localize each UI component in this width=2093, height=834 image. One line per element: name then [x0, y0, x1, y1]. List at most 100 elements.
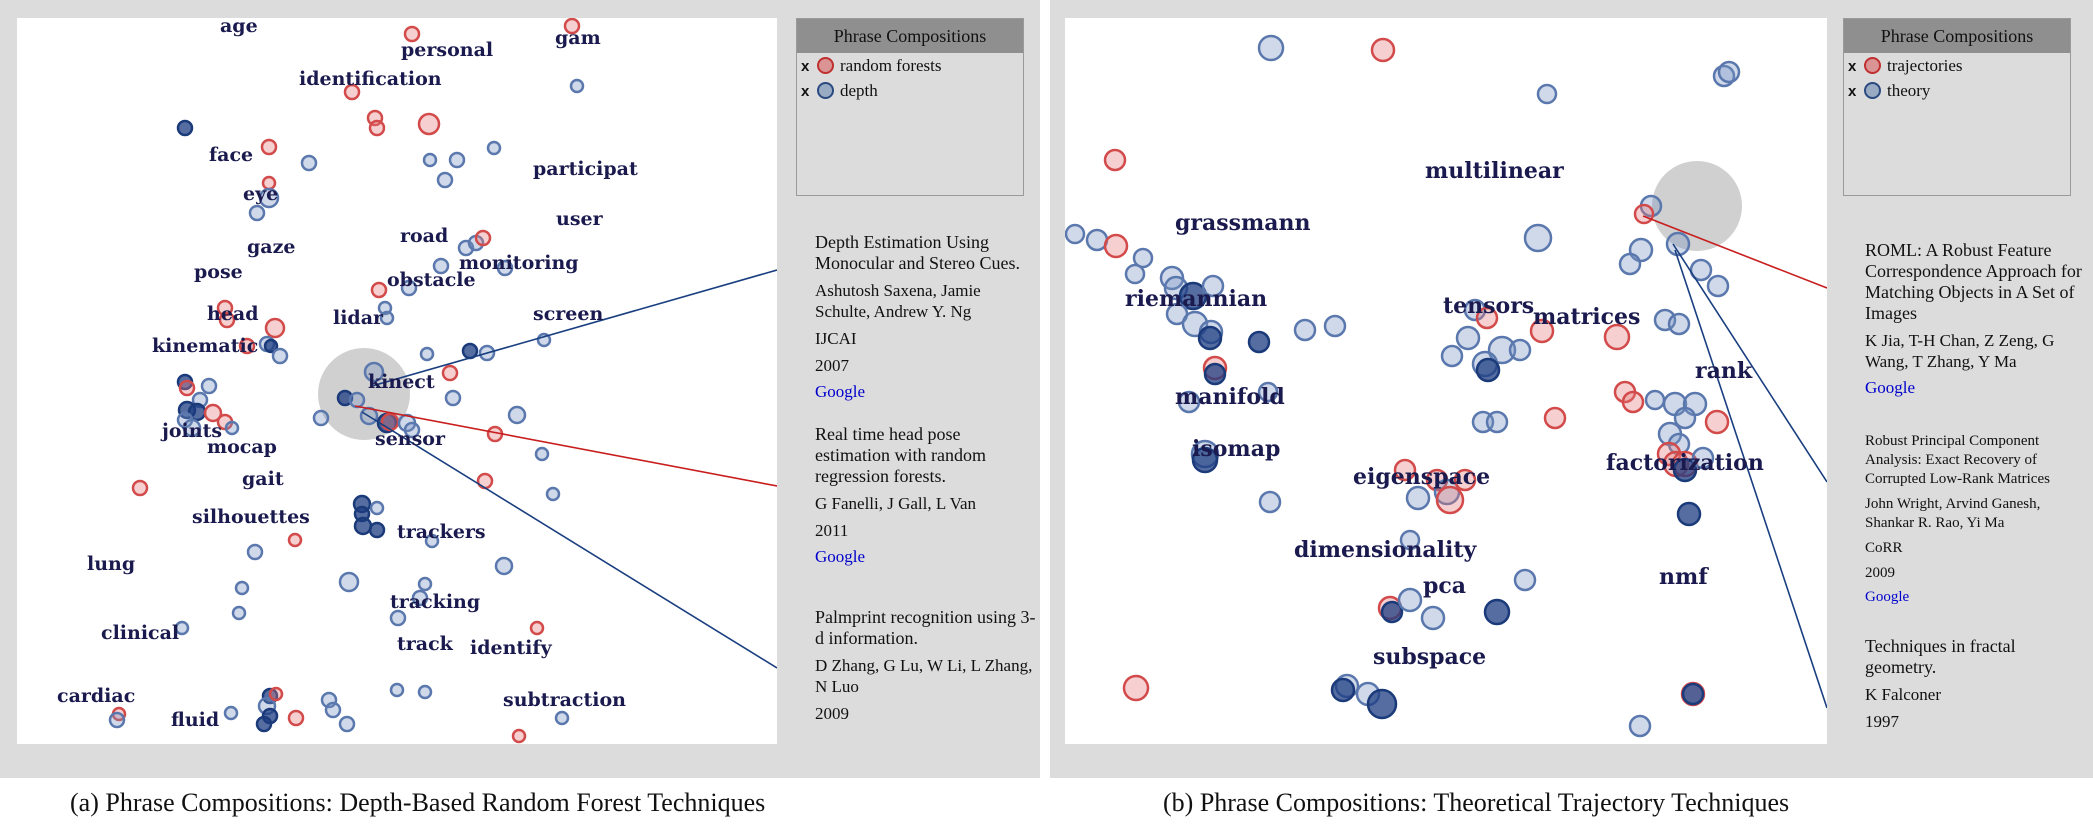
- scatter-point[interactable]: [1529, 318, 1555, 344]
- scatter-point[interactable]: [1103, 233, 1129, 259]
- scatter-point[interactable]: [370, 281, 388, 299]
- scatter-point[interactable]: [379, 310, 395, 326]
- scatter-point[interactable]: [271, 347, 289, 365]
- scatter-point[interactable]: [411, 589, 429, 607]
- scatter-point[interactable]: [312, 409, 330, 427]
- legend-item-random-forests[interactable]: x random forests: [797, 53, 1023, 78]
- scatter-point[interactable]: [494, 556, 514, 576]
- scatter-point[interactable]: [441, 364, 459, 382]
- scatter-point[interactable]: [1633, 203, 1655, 225]
- scatter-point[interactable]: [238, 337, 256, 355]
- scatter-point[interactable]: [1122, 674, 1150, 702]
- scatter-point[interactable]: [258, 187, 280, 209]
- scatter-point[interactable]: [353, 516, 373, 536]
- scatter-point[interactable]: [534, 446, 550, 462]
- scatter-point[interactable]: [545, 486, 561, 502]
- scatter-point[interactable]: [448, 151, 466, 169]
- scatter-point[interactable]: [255, 715, 273, 733]
- scatter-point[interactable]: [1178, 281, 1208, 311]
- scatter-point[interactable]: [1065, 223, 1086, 245]
- scatter-point[interactable]: [1483, 598, 1511, 626]
- scatter-point[interactable]: [1706, 274, 1730, 298]
- scatter-point[interactable]: [260, 138, 278, 156]
- scatter-point[interactable]: [1455, 325, 1481, 351]
- scatter-point[interactable]: [1463, 298, 1487, 322]
- scatter-point[interactable]: [511, 728, 527, 744]
- scatter-svg-a[interactable]: age personal identification face eye gazepose…: [17, 18, 777, 744]
- scatter-point[interactable]: [174, 620, 190, 636]
- scatter-point[interactable]: [1672, 457, 1698, 483]
- scatter-point[interactable]: [131, 479, 149, 497]
- scatter-point[interactable]: [1247, 330, 1271, 354]
- scatter-point[interactable]: [1380, 600, 1404, 624]
- scatter-point[interactable]: [263, 338, 279, 354]
- scatter-point[interactable]: [563, 18, 581, 35]
- scatter-point[interactable]: [287, 532, 303, 548]
- scatter-point[interactable]: [234, 580, 250, 596]
- scatter-point[interactable]: [486, 140, 502, 156]
- scatter-point[interactable]: [1258, 490, 1282, 514]
- scatter-point[interactable]: [1676, 501, 1702, 527]
- scatter-point[interactable]: [369, 500, 385, 516]
- legend-item-theory[interactable]: x theory: [1844, 78, 2070, 103]
- scatter-point[interactable]: [1366, 688, 1398, 720]
- scatter-point[interactable]: [1370, 37, 1396, 63]
- scatter-point[interactable]: [419, 346, 435, 362]
- scatter-point[interactable]: [1644, 389, 1666, 411]
- scatter-point[interactable]: [1103, 148, 1127, 172]
- scatter-plot-b[interactable]: multilinear grassmann riemannian tensors mat…: [1065, 18, 1827, 744]
- legend-item-depth[interactable]: x depth: [797, 78, 1023, 103]
- scatter-point[interactable]: [1673, 406, 1697, 430]
- scatter-point[interactable]: [1405, 485, 1431, 511]
- scatter-point[interactable]: [1667, 312, 1691, 336]
- scatter-point[interactable]: [529, 620, 545, 636]
- scatter-point[interactable]: [1420, 605, 1446, 631]
- scatter-point[interactable]: [1681, 682, 1705, 706]
- scatter-point[interactable]: [1293, 318, 1317, 342]
- scatter-point[interactable]: [444, 389, 462, 407]
- scatter-point[interactable]: [417, 576, 433, 592]
- scatter-point[interactable]: [1513, 568, 1537, 592]
- scatter-point[interactable]: [1399, 529, 1421, 551]
- scatter-point[interactable]: [338, 571, 360, 593]
- scatter-point[interactable]: [1665, 231, 1691, 257]
- scatter-point[interactable]: [224, 420, 240, 436]
- scatter-point[interactable]: [1618, 252, 1642, 276]
- scatter-point[interactable]: [108, 711, 126, 729]
- google-link[interactable]: Google: [815, 547, 866, 566]
- google-link[interactable]: Google: [815, 382, 866, 401]
- scatter-point[interactable]: [1197, 325, 1223, 351]
- scatter-point[interactable]: [231, 605, 247, 621]
- scatter-point[interactable]: [1203, 362, 1227, 386]
- scatter-point[interactable]: [223, 705, 239, 721]
- scatter-point[interactable]: [432, 257, 450, 275]
- scatter-point[interactable]: [1704, 409, 1730, 435]
- scatter-point[interactable]: [424, 533, 440, 549]
- scatter-point[interactable]: [496, 259, 514, 277]
- scatter-point[interactable]: [1628, 714, 1652, 738]
- scatter-point[interactable]: [203, 403, 223, 423]
- scatter-point[interactable]: [400, 279, 418, 297]
- scatter-plot-a[interactable]: age personal identification face eye gaze pose…: [17, 18, 777, 744]
- scatter-point[interactable]: [336, 389, 354, 407]
- scatter-point[interactable]: [1543, 406, 1567, 430]
- scatter-point[interactable]: [569, 78, 585, 94]
- google-link[interactable]: Google: [1865, 378, 1916, 397]
- scatter-point[interactable]: [476, 472, 494, 490]
- scatter-point[interactable]: [389, 682, 405, 698]
- scatter-point[interactable]: [1323, 314, 1347, 338]
- scatter-point[interactable]: [1691, 446, 1715, 470]
- scatter-point[interactable]: [1475, 357, 1501, 383]
- scatter-point[interactable]: [246, 543, 264, 561]
- scatter-point[interactable]: [368, 521, 386, 539]
- scatter-point[interactable]: [338, 715, 356, 733]
- scatter-point[interactable]: [417, 112, 441, 136]
- scatter-point[interactable]: [474, 229, 492, 247]
- scatter-point[interactable]: [1475, 306, 1499, 330]
- scatter-point[interactable]: [178, 379, 196, 397]
- scatter-point[interactable]: [554, 710, 570, 726]
- scatter-point[interactable]: [324, 701, 342, 719]
- scatter-point[interactable]: [1435, 485, 1465, 515]
- scatter-point[interactable]: [1536, 83, 1558, 105]
- scatter-point[interactable]: [422, 152, 438, 168]
